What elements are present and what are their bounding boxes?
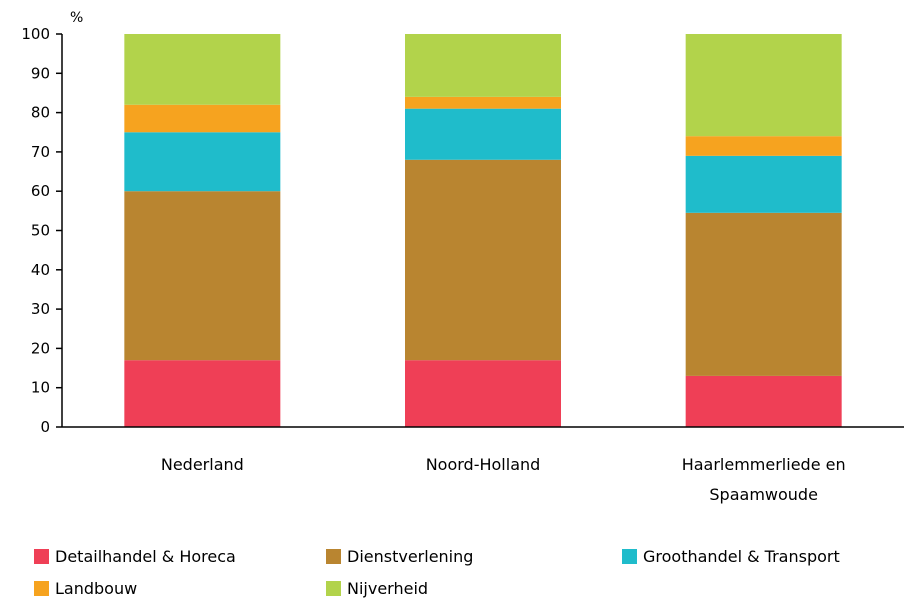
bar-segment <box>124 191 281 361</box>
category-label: Haarlemmerliede en <box>682 455 846 474</box>
bar-segment <box>405 34 561 97</box>
bars-group <box>124 34 842 427</box>
y-tick-label: 30 <box>31 300 50 318</box>
y-tick-label: 10 <box>31 379 50 397</box>
bar-segment <box>124 34 281 105</box>
legend-item: Detailhandel & Horeca <box>34 547 236 566</box>
y-tick-label: 80 <box>31 104 50 122</box>
category-labels: Nederland Noord-Holland Haarlemmerliede en… <box>161 455 846 504</box>
legend-swatch <box>326 549 341 564</box>
legend: Detailhandel & Horeca Dienstverlening Groo… <box>34 547 904 607</box>
legend-item: Landbouw <box>34 579 137 598</box>
legend-swatch <box>34 549 49 564</box>
y-tick-label: 50 <box>31 222 50 240</box>
legend-item: Groothandel & Transport <box>622 547 840 566</box>
category-label: Spaamwoude <box>709 485 818 504</box>
legend-label: Nijverheid <box>347 579 429 598</box>
y-tick-label: 70 <box>31 143 50 161</box>
legend-label: Dienstverlening <box>347 547 474 566</box>
category-label: Noord-Holland <box>426 455 541 474</box>
y-tick-label: 0 <box>40 418 50 436</box>
legend-label: Landbouw <box>55 579 138 598</box>
bar-segment <box>124 360 281 427</box>
bar-segment <box>685 155 842 213</box>
legend-label: Groothandel & Transport <box>643 547 840 566</box>
category-label: Nederland <box>161 455 244 474</box>
legend-swatch <box>622 549 637 564</box>
bar-segment <box>405 159 561 361</box>
y-tick-label: 100 <box>21 25 50 43</box>
bar-segment <box>685 212 842 376</box>
stacked-bar-chart: % 0 10 20 30 40 50 60 70 80 90 100 Nederland Noord-… <box>21 10 904 504</box>
legend-item: Nijverheid <box>326 579 428 598</box>
y-axis-unit-label: % <box>70 10 83 26</box>
legend-label: Detailhandel & Horeca <box>55 547 236 566</box>
legend-swatch <box>34 581 49 596</box>
y-tick-label: 60 <box>31 182 50 200</box>
bar-segment <box>124 132 281 192</box>
legend-item: Dienstverlening <box>326 547 473 566</box>
y-tick-label: 40 <box>31 261 50 279</box>
y-tick-label: 90 <box>31 64 50 82</box>
bar-segment <box>685 136 842 156</box>
bar-segment <box>685 375 842 427</box>
y-tick-labels: 0 10 20 30 40 50 60 70 80 90 100 <box>21 25 62 436</box>
bar-segment <box>124 104 281 133</box>
legend-swatch <box>326 581 341 596</box>
bar-segment <box>685 34 842 137</box>
bar-segment <box>405 96 561 109</box>
bar-segment <box>405 108 561 160</box>
y-tick-label: 20 <box>31 339 50 357</box>
bar-segment <box>405 360 561 427</box>
